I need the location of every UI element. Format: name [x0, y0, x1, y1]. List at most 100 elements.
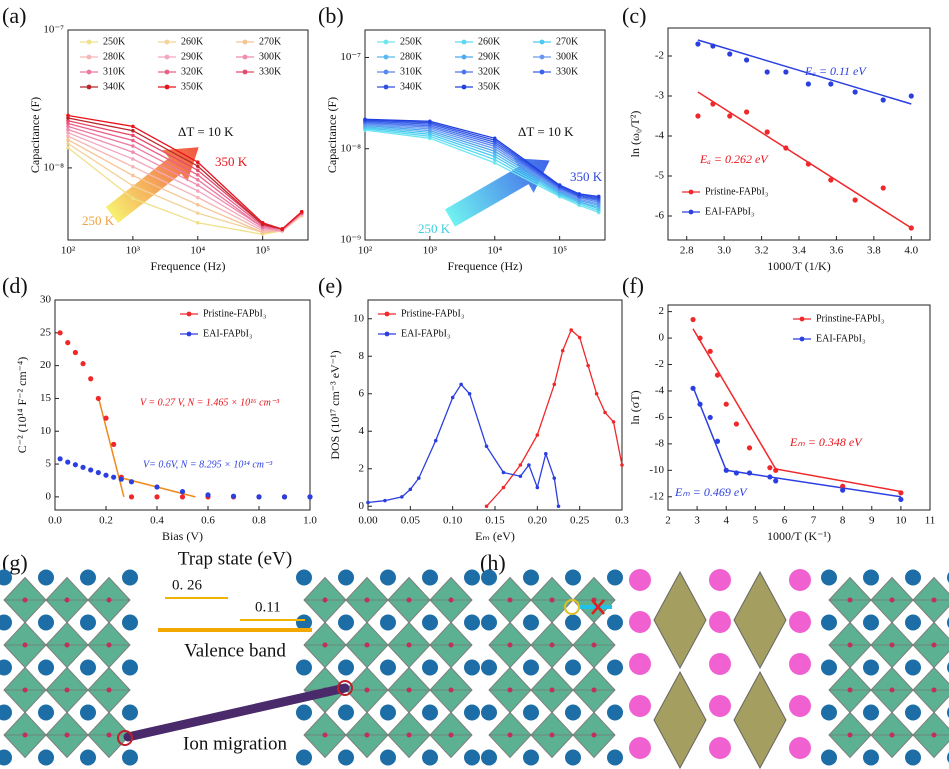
legend-marker — [461, 69, 467, 75]
cation — [464, 569, 480, 586]
legend-marker — [86, 84, 92, 90]
data-point — [535, 433, 540, 437]
cation — [38, 659, 54, 676]
data-point — [154, 494, 160, 500]
legend-label: 350K — [181, 81, 204, 92]
data-point — [492, 152, 497, 156]
atom — [591, 642, 597, 648]
data-point — [805, 161, 811, 167]
legend-label: Pristine-FAPbI₃ — [401, 308, 464, 319]
y-tick-label: -6 — [655, 210, 665, 222]
y-tick-label: -2 — [655, 50, 664, 62]
x-tick-label: 3.0 — [717, 245, 731, 257]
data-point — [727, 113, 733, 119]
annotation: 350 K — [570, 169, 603, 184]
block-mark — [591, 599, 605, 615]
series-line — [367, 383, 560, 507]
data-point — [88, 467, 94, 473]
data-point — [195, 195, 200, 200]
y-tick-label: 15 — [40, 392, 52, 404]
data-point — [195, 211, 200, 215]
data-point — [66, 118, 70, 123]
chart: 10² 10³ 10⁴ 10⁵ 10⁻⁷ 10⁻⁸ Frequence (Hz) Capaci… — [28, 24, 309, 273]
chart: 0.0 0.2 0.4 0.6 0.8 1.0 0 5 10 15 20 25 30 Bias (V) C⁻… — [15, 294, 318, 543]
y-axis-label: Capacitance (F) — [325, 97, 339, 173]
data-point — [828, 177, 834, 183]
cation — [380, 749, 396, 766]
atom — [549, 687, 555, 693]
legend-marker — [186, 331, 192, 337]
ea-cation — [629, 653, 651, 675]
y-tick-label: 30 — [40, 294, 52, 306]
x-tick-label: 0.15 — [485, 515, 505, 527]
ea-cation — [629, 569, 651, 591]
data-point — [66, 121, 70, 126]
trap-title: Trap state (eV) — [178, 548, 292, 569]
plot-frame — [667, 304, 931, 511]
legend-marker — [461, 54, 467, 60]
data-point — [723, 401, 729, 407]
valence-band-label: Valence band — [184, 640, 286, 661]
data-point — [366, 500, 370, 505]
cation — [523, 704, 539, 721]
cation — [338, 614, 354, 631]
x-tick-label: 10² — [61, 245, 76, 257]
atom — [22, 732, 28, 738]
cation — [821, 614, 837, 631]
legend-label: 290K — [478, 51, 501, 62]
annotation: 250 K — [82, 213, 115, 228]
atom — [322, 597, 328, 603]
x-axis-label: Eₘ (eV) — [475, 529, 515, 543]
cation — [380, 569, 396, 586]
data-point — [128, 494, 135, 500]
ea-cation — [709, 569, 731, 591]
data-point — [484, 504, 489, 509]
data-point — [433, 438, 438, 443]
data-point — [880, 185, 886, 191]
series-line — [364, 119, 599, 199]
x-tick-label: 0.25 — [570, 515, 590, 527]
legend-label: 300K — [259, 51, 282, 62]
legend-marker — [384, 331, 390, 337]
cation — [863, 569, 879, 586]
data-point — [586, 363, 590, 368]
cation — [905, 569, 921, 586]
data-point — [852, 197, 858, 203]
atom — [64, 642, 70, 648]
data-point — [690, 316, 696, 323]
cation — [338, 569, 354, 586]
data-point — [65, 459, 71, 465]
data-point — [767, 465, 773, 471]
cation — [607, 704, 623, 721]
cation — [481, 659, 497, 676]
legend-marker — [86, 69, 92, 75]
atom — [22, 687, 28, 693]
data-point — [131, 128, 135, 133]
ea-cation — [709, 737, 731, 759]
data-point — [66, 145, 70, 150]
cation — [523, 749, 539, 766]
atom — [549, 597, 555, 603]
legend-marker — [383, 54, 389, 60]
atom — [22, 642, 28, 648]
series-line — [67, 114, 303, 230]
data-point — [577, 335, 582, 340]
data-point — [131, 173, 135, 178]
y-tick-label: 10 — [40, 425, 52, 437]
x-tick-label: 10⁵ — [255, 245, 270, 257]
legend-label: 250K — [400, 36, 423, 47]
x-tick-label: 2.8 — [680, 245, 694, 257]
legend-label: EAI-FAPbI₃ — [705, 206, 754, 217]
annotation: Eₐ = 0.11 eV — [804, 64, 867, 78]
data-point — [596, 194, 601, 199]
data-point — [764, 69, 770, 75]
legend-marker — [688, 189, 694, 195]
x-tick-label: 3.6 — [830, 245, 844, 257]
atom — [889, 642, 895, 648]
legend-label: 290K — [181, 51, 204, 62]
x-tick-label: 10³ — [423, 245, 438, 257]
data-point — [467, 391, 472, 396]
data-point — [501, 470, 506, 475]
atom — [889, 732, 895, 738]
legend-label: Pristine-FAPbI₃ — [705, 186, 768, 197]
